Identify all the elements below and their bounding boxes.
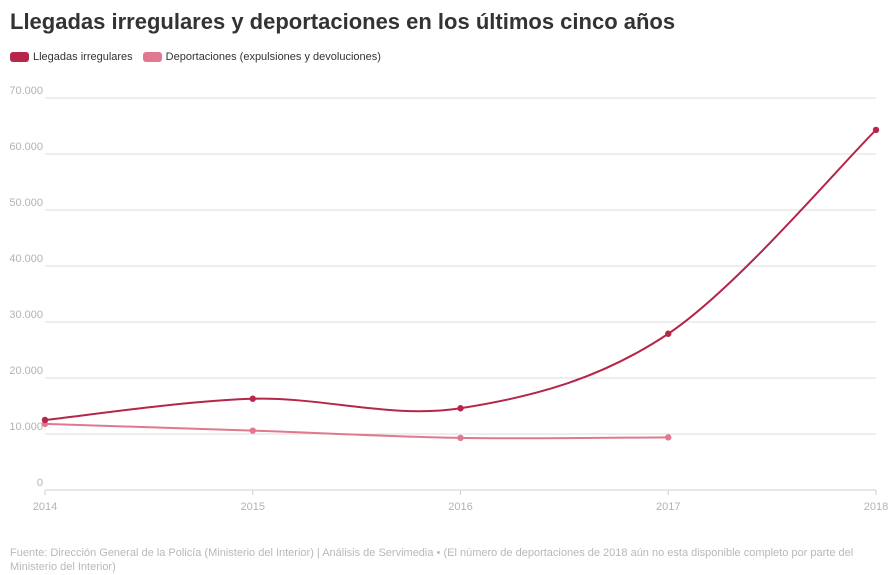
series-line-deportaciones	[44, 422, 669, 440]
y-tick-label: 20.000	[9, 365, 43, 377]
data-point-llegadas	[41, 416, 49, 424]
data-point-deportaciones	[249, 427, 256, 434]
legend-label-deportaciones: Deportaciones (expulsiones y devolucione…	[165, 51, 381, 63]
legend-item-llegadas[interactable]: Llegadas irregulares	[10, 51, 133, 63]
x-tick-label: 2016	[448, 501, 472, 513]
data-point-llegadas	[457, 405, 464, 412]
data-point-deportaciones	[457, 434, 464, 442]
legend-item-deportaciones[interactable]: Deportaciones (expulsiones y devolucione…	[142, 51, 381, 63]
data-point-llegadas	[872, 126, 880, 134]
data-point-deportaciones	[665, 434, 672, 441]
line-chart: 0 10.000 20.000 30.000 40.000 50.000 60.000 70.…	[9, 85, 888, 513]
x-tick-label: 2014	[33, 501, 57, 513]
y-tick-label: 30.000	[9, 309, 43, 321]
data-point-llegadas	[249, 395, 256, 402]
legend-swatch-llegadas	[10, 52, 29, 62]
x-tick-label: 2018	[864, 501, 888, 513]
source-note: Fuente: Dirección General de la Policía …	[10, 547, 854, 573]
y-tick-label: 0	[37, 477, 43, 489]
x-tick-label: 2015	[241, 501, 265, 513]
legend-swatch-deportaciones	[142, 52, 162, 62]
legend-label-llegadas: Llegadas irregulares	[33, 51, 133, 63]
series-line-llegadas	[44, 129, 877, 421]
y-tick-label: 70.000	[9, 85, 43, 97]
legend: Llegadas irregulares Deportaciones (expu…	[10, 51, 381, 63]
y-tick-label: 10.000	[9, 421, 43, 433]
y-tick-label: 50.000	[9, 197, 43, 209]
chart-title: Llegadas irregulares y deportaciones en …	[10, 9, 676, 34]
x-tick-label: 2017	[656, 501, 680, 513]
data-point-llegadas	[665, 330, 672, 337]
y-tick-label: 60.000	[9, 141, 43, 153]
y-tick-label: 40.000	[9, 253, 43, 265]
